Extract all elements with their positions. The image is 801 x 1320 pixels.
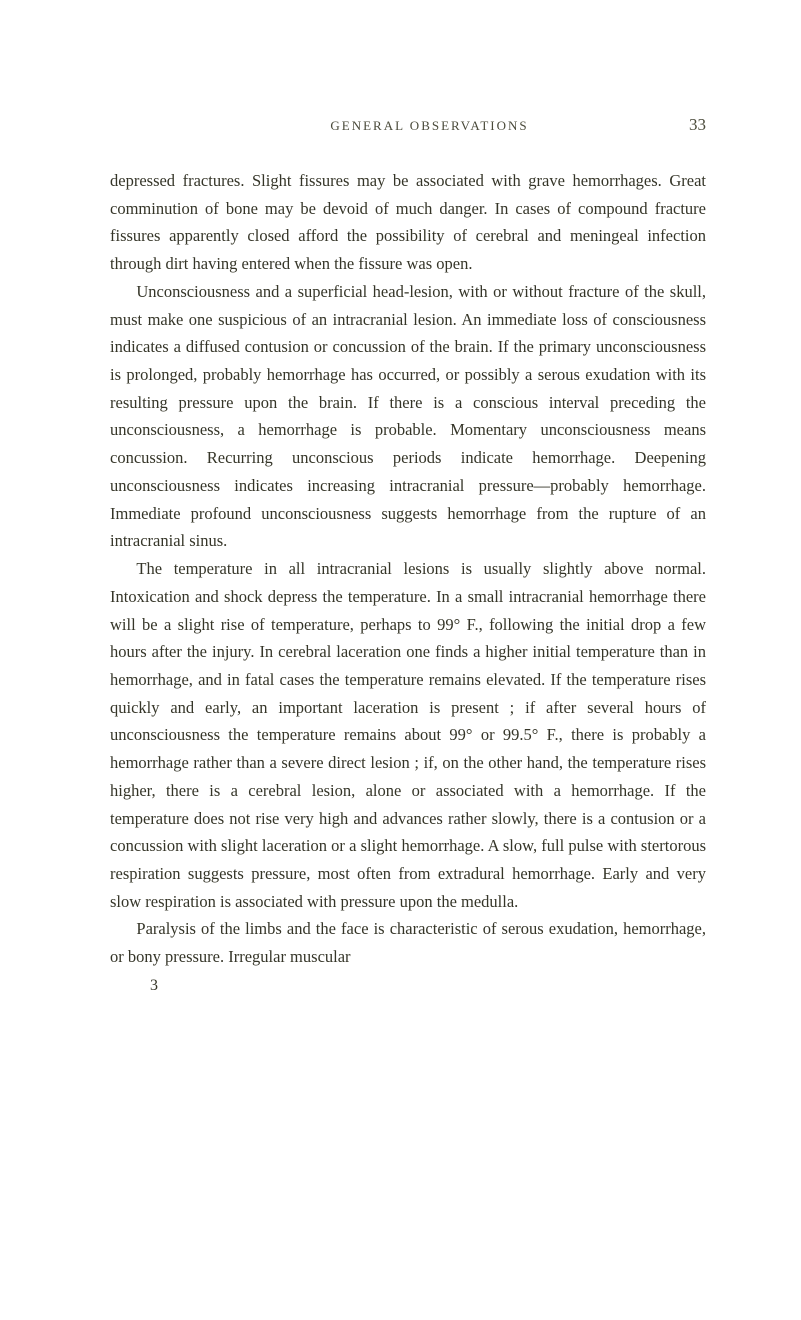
page-number: 33 [689,115,706,135]
page: GENERAL OBSERVATIONS 33 depressed fractu… [0,0,801,1320]
paragraph-4: Paralysis of the limbs and the face is c… [110,915,706,970]
body-text: depressed fractures. Slight fissures may… [110,167,706,971]
paragraph-3: The temperature in all intracranial lesi… [110,555,706,915]
running-header: GENERAL OBSERVATIONS 33 [110,115,706,135]
paragraph-1: depressed fractures. Slight fissures may… [110,167,706,278]
signature-number: 3 [110,977,706,995]
paragraph-2: Unconsciousness and a superficial head-l… [110,278,706,555]
header-title: GENERAL OBSERVATIONS [110,118,689,134]
